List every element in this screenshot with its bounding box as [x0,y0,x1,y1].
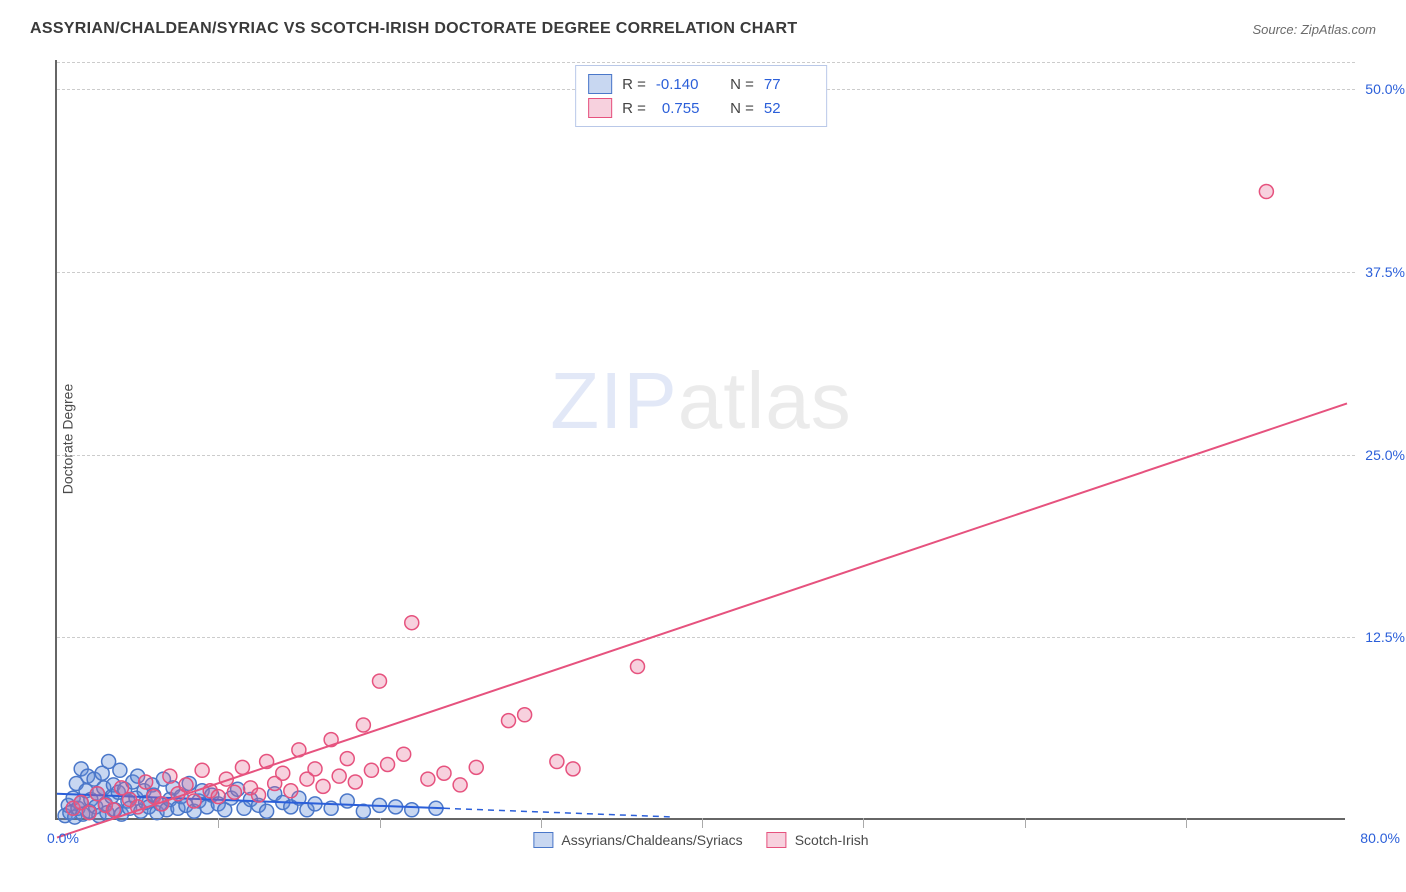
y-tick-label: 25.0% [1350,447,1405,463]
scatter-point [113,763,127,777]
scatter-point [284,784,298,798]
swatch-series-a [588,74,612,94]
legend-label-a: Assyrians/Chaldeans/Syriacs [561,832,742,848]
x-tick [380,818,381,828]
scatter-point [139,775,153,789]
x-origin-label: 0.0% [47,830,79,846]
y-tick-label: 37.5% [1350,264,1405,280]
scatter-point [340,752,354,766]
n-label: N = [730,76,754,93]
scatter-point [82,806,96,820]
scatter-point [332,769,346,783]
scatter-point [502,714,516,728]
scatter-point [405,616,419,630]
scatter-point [437,766,451,780]
x-tick [1025,818,1026,828]
scatter-point [316,779,330,793]
scatter-point [518,708,532,722]
scatter-point [348,775,362,789]
scatter-point [252,788,266,802]
scatter-point [276,766,290,780]
x-tick [218,818,219,828]
series-legend: Assyrians/Chaldeans/Syriacs Scotch-Irish [533,832,868,848]
scatter-point [195,763,209,777]
chart-title: ASSYRIAN/CHALDEAN/SYRIAC VS SCOTCH-IRISH… [30,20,797,38]
r-value-a: -0.140 [656,76,706,93]
scatter-point [356,718,370,732]
correlation-legend: R = -0.140 N = 77 R = 0.755 N = 52 [575,65,827,127]
n-value-a: 77 [764,76,814,93]
legend-label-b: Scotch-Irish [795,832,869,848]
r-label: R = [622,76,646,93]
scatter-point [179,778,193,792]
x-tick [863,818,864,828]
plot-area: Doctorate Degree ZIPatlas 12.5%25.0%37.5… [55,60,1345,820]
x-tick [1186,818,1187,828]
swatch-series-b [588,98,612,118]
scatter-point [405,803,419,817]
r-value-b: 0.755 [656,100,706,117]
x-max-label: 80.0% [1360,830,1400,846]
legend-row-a: R = -0.140 N = 77 [588,72,814,96]
n-value-b: 52 [764,100,814,117]
scatter-point [453,778,467,792]
scatter-point [631,660,645,674]
scatter-point [1259,185,1273,199]
legend-item-b: Scotch-Irish [767,832,869,848]
scatter-point [469,760,483,774]
scatter-point [381,757,395,771]
source-label: Source: ZipAtlas.com [1252,22,1376,37]
fit-line [57,403,1347,837]
scatter-point [227,785,241,799]
legend-item-a: Assyrians/Chaldeans/Syriacs [533,832,742,848]
scatter-point [397,747,411,761]
r-label: R = [622,100,646,117]
scatter-svg [57,60,1345,818]
scatter-point [308,762,322,776]
scatter-point [373,674,387,688]
swatch-series-a-icon [533,832,553,848]
swatch-series-b-icon [767,832,787,848]
scatter-point [550,755,564,769]
scatter-point [260,804,274,818]
fit-line-extrapolated [444,808,670,817]
scatter-point [566,762,580,776]
x-tick [541,818,542,828]
scatter-point [163,769,177,783]
legend-row-b: R = 0.755 N = 52 [588,96,814,120]
y-tick-label: 12.5% [1350,629,1405,645]
scatter-point [421,772,435,786]
scatter-point [211,790,225,804]
scatter-point [187,794,201,808]
x-tick [702,818,703,828]
n-label: N = [730,100,754,117]
scatter-point [340,794,354,808]
scatter-point [235,760,249,774]
scatter-point [106,803,120,817]
scatter-point [364,763,378,777]
y-tick-label: 50.0% [1350,81,1405,97]
